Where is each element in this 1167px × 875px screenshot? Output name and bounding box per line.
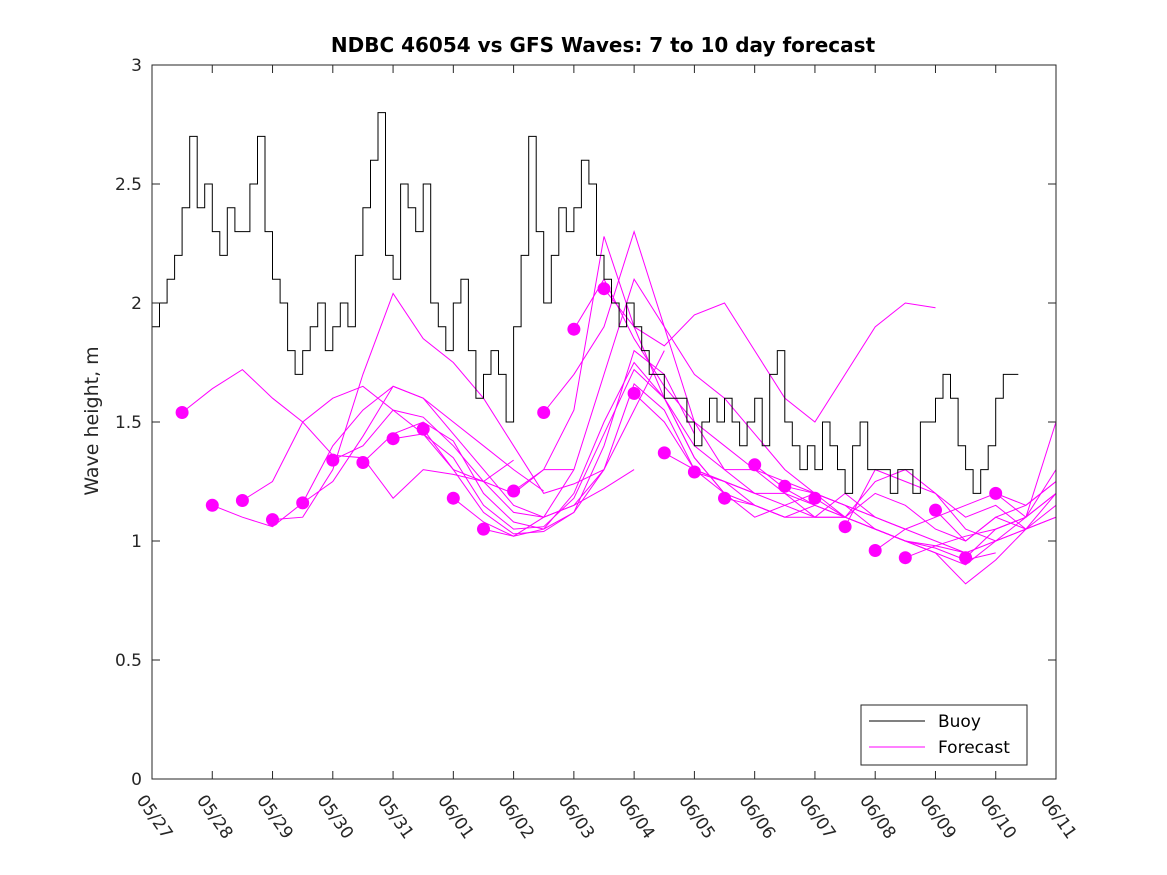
forecast-marker — [597, 282, 611, 296]
legend-buoy-label: Buoy — [938, 712, 981, 732]
x-tick-label: 05/28 — [192, 791, 236, 843]
forecast-run-line — [844, 468, 1057, 530]
forecast-marker — [266, 513, 279, 527]
forecast-run-line — [573, 278, 906, 530]
forecast-marker — [446, 491, 460, 505]
forecast-run-line — [513, 236, 846, 518]
x-tick-label: 06/10 — [976, 791, 1020, 843]
forecast-marker — [989, 486, 1003, 500]
forecast-run-line — [965, 493, 1057, 559]
forecast-marker — [657, 446, 671, 460]
y-tick-label: 1 — [131, 532, 142, 552]
forecast-run-line — [995, 481, 1057, 506]
x-tick-label: 06/05 — [674, 791, 718, 843]
forecast-marker — [838, 520, 852, 534]
forecast-marker — [898, 551, 912, 565]
legend-forecast-label: Forecast — [938, 738, 1010, 758]
chart-title: NDBC 46054 vs GFS Waves: 7 to 10 day for… — [331, 33, 876, 57]
x-tick-label: 05/29 — [252, 791, 296, 843]
forecast-markers — [175, 282, 1003, 565]
x-tick-label: 06/01 — [433, 791, 477, 843]
forecast-marker — [959, 551, 973, 565]
x-tick-label: 05/30 — [313, 791, 357, 843]
x-tick-label: 05/31 — [373, 791, 417, 843]
x-tick-label: 06/03 — [554, 791, 598, 843]
forecast-marker — [235, 494, 249, 507]
forecast-marker — [718, 491, 731, 505]
forecast-marker — [175, 406, 189, 419]
forecast-marker — [778, 479, 792, 493]
x-tick-label: 06/02 — [494, 791, 538, 843]
forecast-marker — [296, 496, 310, 510]
x-tick-label: 06/07 — [795, 791, 839, 843]
forecast-marker — [326, 453, 340, 467]
forecast-run-line — [664, 452, 996, 561]
legend: Buoy Forecast — [860, 704, 1028, 766]
x-tick-label: 06/11 — [1036, 791, 1080, 843]
forecast-marker — [386, 432, 400, 446]
forecast-marker — [748, 458, 762, 472]
buoy-line — [152, 112, 1019, 494]
plot-area — [151, 64, 1057, 780]
x-tick-label: 06/08 — [855, 791, 899, 843]
y-tick-label: 1.5 — [115, 413, 142, 433]
forecast-run-line — [483, 278, 816, 537]
forecast-marker — [929, 503, 942, 517]
y-tick-label: 0 — [131, 770, 142, 790]
forecast-marker — [868, 544, 882, 557]
forecast-run-line — [181, 368, 514, 499]
y-tick-label: 2 — [131, 294, 142, 314]
forecast-run-line — [302, 385, 635, 518]
forecast-run-line — [754, 464, 1057, 566]
forecast-marker — [687, 465, 701, 479]
forecast-marker — [627, 386, 641, 400]
forecast-marker — [416, 422, 430, 436]
forecast-marker — [205, 498, 219, 512]
forecast-marker — [356, 456, 370, 469]
x-tick-label: 05/27 — [132, 791, 176, 843]
y-tick-label: 3 — [131, 56, 142, 76]
forecast-marker — [507, 484, 521, 498]
forecast-run-line — [272, 292, 605, 521]
forecast-marker — [567, 322, 581, 336]
x-tick-label: 06/09 — [915, 791, 959, 843]
forecast-run-line — [362, 349, 695, 530]
legend-box — [860, 704, 1028, 766]
y-axis-label: Wave height, m — [81, 346, 103, 495]
forecast-marker — [477, 522, 490, 536]
y-tick-label: 0.5 — [115, 651, 142, 671]
buoy-series — [152, 112, 1019, 494]
x-tick-label: 06/04 — [614, 791, 658, 843]
forecast-marker — [808, 491, 822, 505]
y-tick-label: 2.5 — [115, 175, 142, 195]
forecast-marker — [537, 406, 551, 419]
y-axis-ticks: 0 0.5 1 1.5 2 2.5 3 — [115, 56, 1056, 790]
forecast-run-line — [332, 350, 665, 518]
x-tick-label: 06/06 — [735, 791, 779, 843]
